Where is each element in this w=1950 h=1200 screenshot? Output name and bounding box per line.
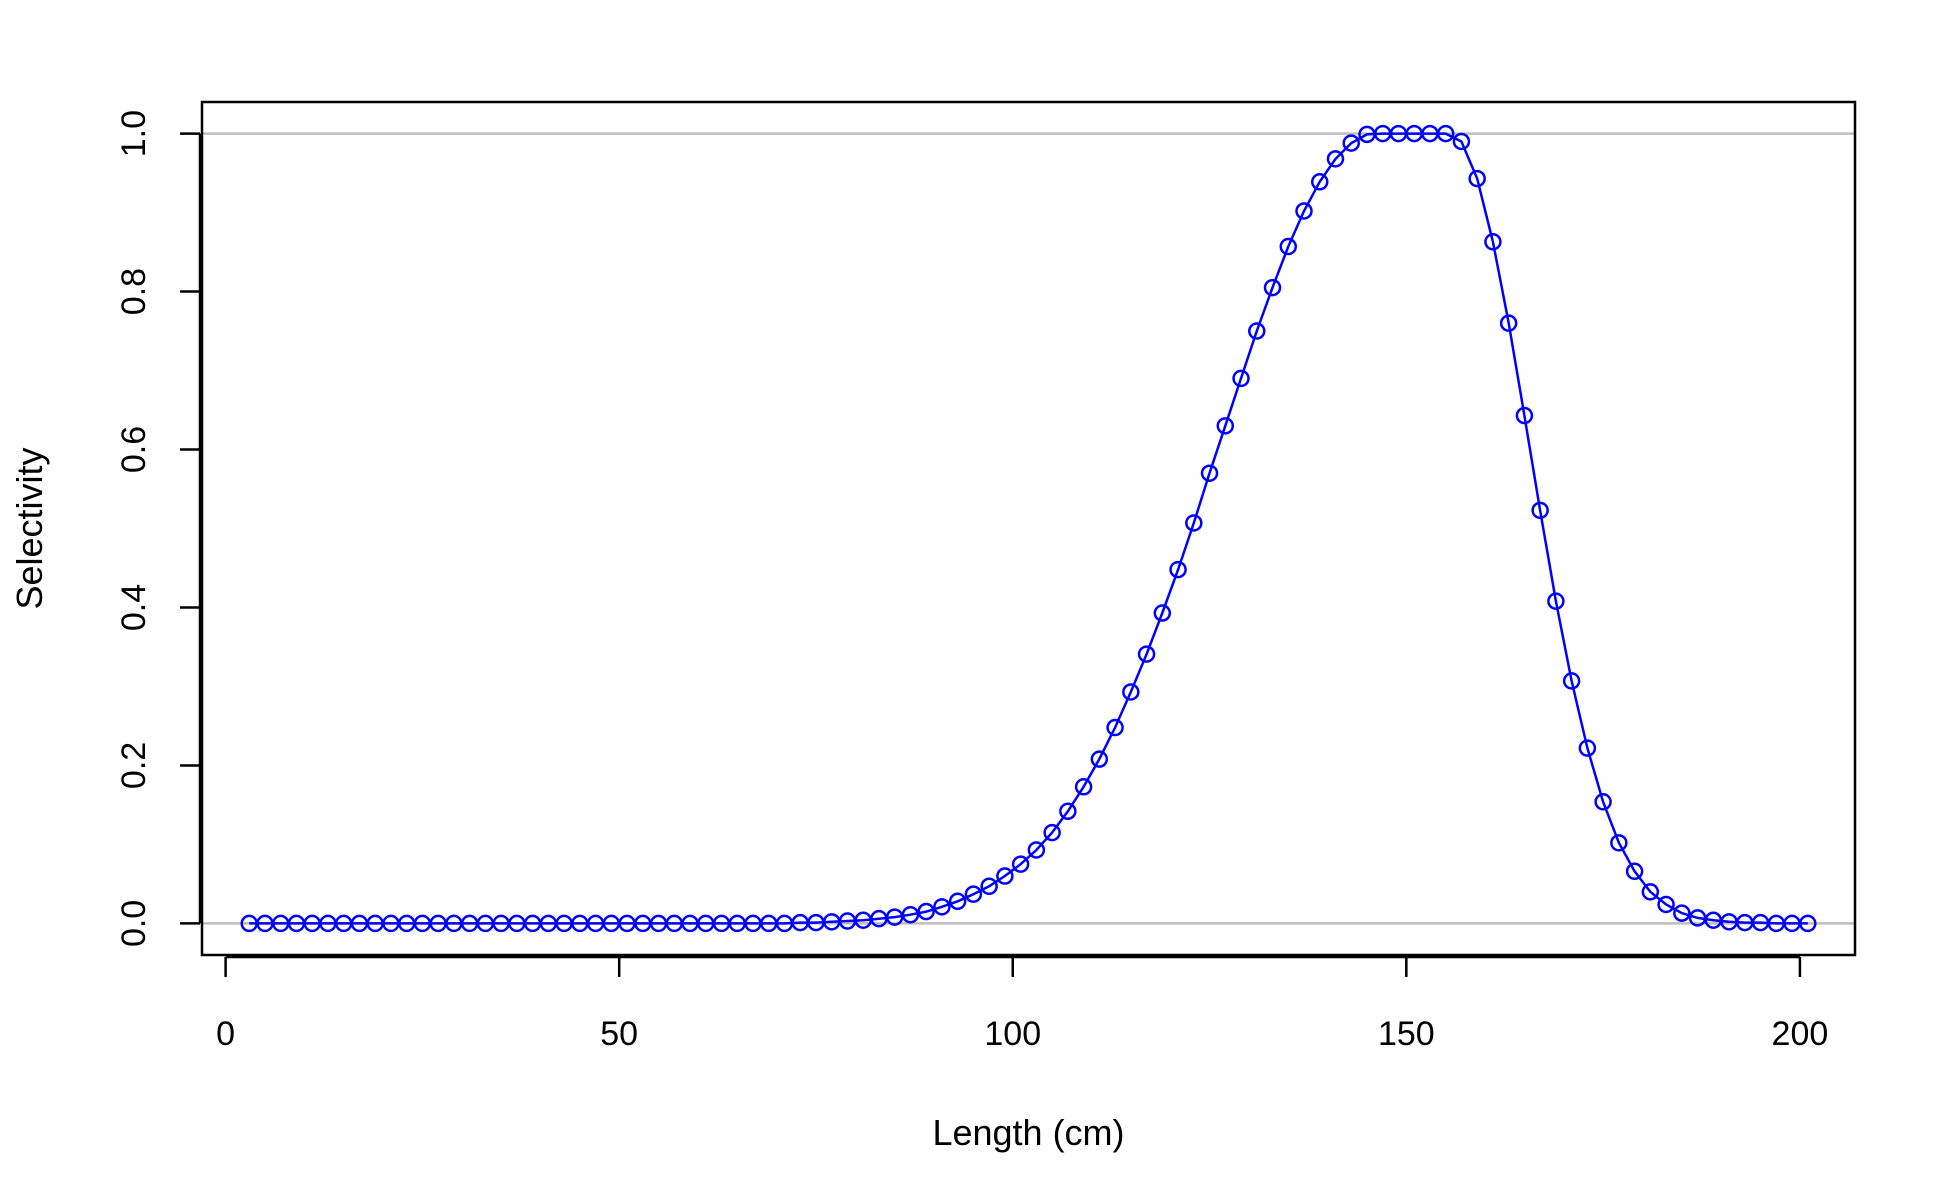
x-tick-label: 50 xyxy=(600,1015,638,1053)
y-axis-title: Selectivity xyxy=(9,447,50,609)
data-point xyxy=(1326,150,1345,168)
data-point xyxy=(1295,202,1313,220)
data-point xyxy=(1216,417,1235,435)
data-point xyxy=(1799,914,1817,933)
data-point xyxy=(1263,278,1282,297)
data-point xyxy=(901,905,920,924)
data-point xyxy=(1641,883,1660,901)
reference-lines xyxy=(202,132,1855,925)
data-point xyxy=(933,898,951,916)
data-point xyxy=(1232,369,1250,388)
data-point xyxy=(1531,501,1549,520)
data-point xyxy=(1452,132,1471,151)
data-point xyxy=(1169,560,1187,579)
x-tick-label: 150 xyxy=(1378,1015,1435,1053)
data-point xyxy=(1137,645,1156,663)
data-point xyxy=(1342,134,1360,152)
y-tick-label: 0.4 xyxy=(115,584,153,631)
x-axis: 0 50 100 150 200 xyxy=(216,955,1829,1053)
data-point xyxy=(964,885,983,903)
data-point xyxy=(1562,672,1581,690)
data-point xyxy=(980,877,998,896)
data-point xyxy=(1468,169,1486,188)
data-point xyxy=(917,902,935,921)
data-point xyxy=(1106,718,1124,737)
series-line xyxy=(249,132,1808,925)
data-point xyxy=(1074,778,1093,796)
data-point xyxy=(1185,514,1203,532)
series-layer xyxy=(240,124,1817,933)
data-point xyxy=(1090,750,1109,768)
x-tick-label: 200 xyxy=(1772,1015,1829,1053)
data-point xyxy=(1499,314,1518,332)
data-point xyxy=(1310,173,1329,191)
y-axis: 0.0 0.2 0.4 0.6 0.8 1.0 xyxy=(115,110,202,947)
data-point xyxy=(948,892,967,911)
y-tick-label: 0.6 xyxy=(115,426,153,473)
data-point xyxy=(1625,862,1644,881)
y-tick-label: 0.8 xyxy=(115,268,153,315)
data-point xyxy=(1043,823,1061,842)
plot-frame xyxy=(200,100,1857,957)
x-tick-label: 0 xyxy=(216,1015,235,1053)
data-point xyxy=(1578,739,1597,757)
data-point xyxy=(1673,904,1691,922)
data-point xyxy=(1436,124,1455,143)
data-point xyxy=(1011,855,1030,873)
data-point xyxy=(1547,592,1565,610)
data-point xyxy=(1200,464,1219,482)
y-tick-label: 0.2 xyxy=(115,742,153,789)
data-point xyxy=(1279,237,1298,256)
data-point xyxy=(1515,406,1534,425)
data-point xyxy=(1610,834,1628,852)
data-point xyxy=(1059,802,1077,821)
data-point xyxy=(1122,683,1140,701)
x-axis-title: Length (cm) xyxy=(932,1112,1124,1153)
data-point xyxy=(1248,322,1266,340)
data-point xyxy=(1594,793,1612,811)
y-tick-label: 0.0 xyxy=(115,900,153,947)
y-tick-label: 1.0 xyxy=(115,110,153,157)
data-point xyxy=(1484,233,1502,251)
x-tick-label: 100 xyxy=(984,1015,1041,1053)
data-point xyxy=(1153,604,1172,622)
data-point xyxy=(1027,841,1046,859)
data-point xyxy=(996,867,1014,885)
data-point xyxy=(1657,895,1675,914)
